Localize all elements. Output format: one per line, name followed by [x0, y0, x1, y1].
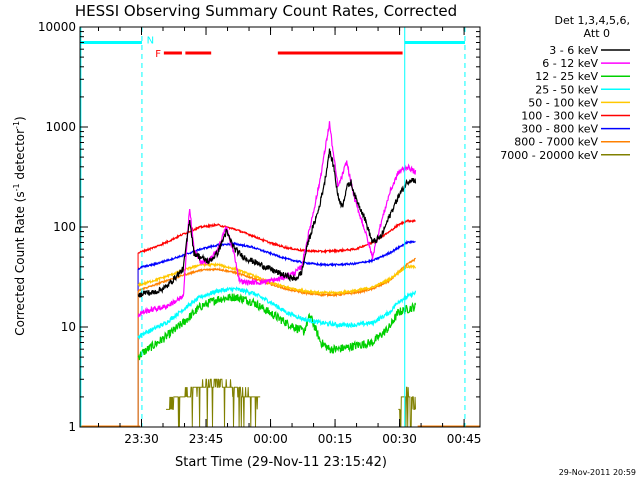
series-line-7	[137, 257, 416, 298]
y-axis-label-end: )	[13, 116, 27, 121]
series-lines	[137, 121, 417, 428]
plot-frame	[79, 26, 481, 428]
legend-label-5: 100 - 300 keV	[521, 110, 598, 123]
series-line-3	[137, 286, 417, 340]
footer-date: 29-Nov-2011 20:59	[559, 468, 636, 477]
legend-label-0: 3 - 6 keV	[549, 44, 598, 57]
x-tick-label-4: 00:30	[382, 432, 417, 446]
legend-label-8: 7000 - 20000 keV	[500, 149, 598, 162]
y-tick-label-3: 1000	[45, 120, 76, 134]
flag-label-n: N	[147, 35, 154, 46]
x-tick-label-5: 00:45	[447, 432, 482, 446]
legend-label-3: 25 - 50 keV	[535, 83, 598, 96]
series-line-6	[137, 239, 416, 271]
legend-header-line2: Att 0	[584, 27, 610, 40]
y-tick-label-0: 1	[68, 420, 76, 434]
y-axis-label-sup1: -1	[12, 183, 21, 191]
series-line-5	[137, 219, 416, 255]
legend-label-1: 6 - 12 keV	[542, 57, 598, 70]
x-axis-label: Start Time (29-Nov-11 23:15:42)	[175, 455, 387, 470]
legend-label-2: 12 - 25 keV	[535, 70, 598, 83]
series-line-0	[137, 148, 417, 298]
y-tick-label-1: 10	[61, 320, 76, 334]
y-tick-label-2: 100	[53, 220, 76, 234]
series-line-1	[137, 121, 417, 318]
legend-label-6: 300 - 800 keV	[521, 123, 598, 136]
x-tick-label-2: 00:00	[253, 432, 288, 446]
y-tick-label-4: 10000	[38, 20, 76, 34]
y-axis-label-sup2: -1	[12, 121, 21, 129]
series-line-4	[137, 261, 416, 296]
y-axis-label: Corrected Count Rate (s-1 detector-1)	[12, 116, 27, 335]
x-tick-label-0: 23:30	[124, 432, 159, 446]
chart-title: HESSI Observing Summary Count Rates, Cor…	[75, 2, 457, 20]
series-line-2	[137, 293, 417, 361]
series-line-8	[166, 378, 416, 428]
x-tick-label-3: 00:15	[318, 432, 353, 446]
legend-label-7: 800 - 7000 keV	[514, 136, 598, 149]
legend-label-4: 50 - 100 keV	[528, 96, 598, 109]
y-axis-label-mid: detector	[13, 129, 27, 184]
flag-bars: NF	[80, 35, 465, 60]
y-axis-ticks: 1 10 100 1000 10000	[38, 20, 480, 434]
plot-area: NF 23:30 23:45 00:00 00:15 00:30 00:45 1 10 100…	[38, 20, 482, 446]
legend-header-line1: Det 1,3,4,5,6,	[554, 14, 630, 27]
x-tick-label-1: 23:45	[189, 432, 224, 446]
flag-label-f: F	[155, 49, 161, 60]
y-axis-label-main: Corrected Count Rate (s	[13, 191, 27, 335]
x-axis-ticks: 23:30 23:45 00:00 00:15 00:30 00:45	[97, 27, 482, 446]
